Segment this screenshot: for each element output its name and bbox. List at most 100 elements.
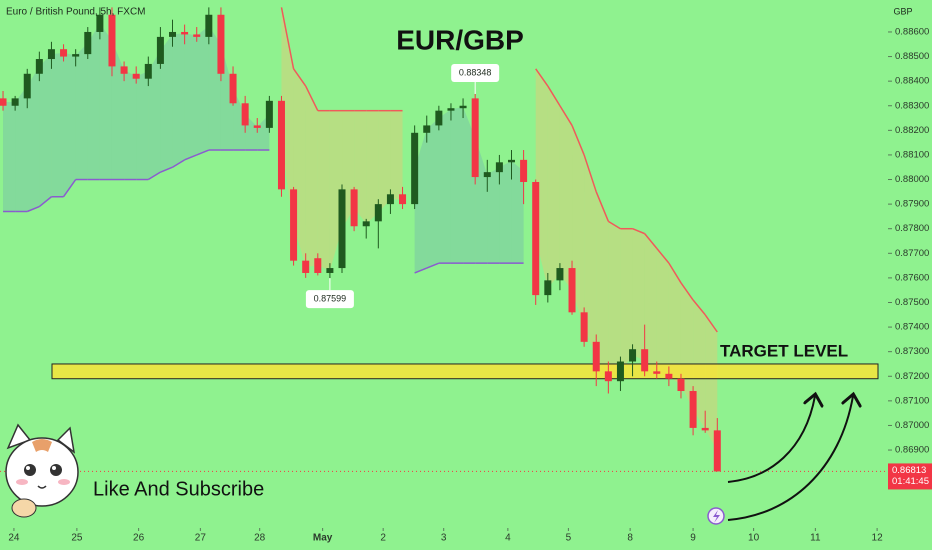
indicator-fill xyxy=(487,167,500,264)
indicator-fill xyxy=(39,54,52,207)
x-tick-label: 9 xyxy=(690,533,696,544)
indicator-fill xyxy=(75,43,88,180)
candle-body xyxy=(629,349,637,362)
y-tick-label: 0.88000 xyxy=(895,174,929,185)
indicator-fill xyxy=(656,248,669,377)
candle-body xyxy=(265,100,273,128)
candle-body xyxy=(483,172,491,178)
indicator-fill xyxy=(608,221,621,377)
indicator-fill xyxy=(87,23,100,180)
indicator-line xyxy=(571,125,585,156)
candle-body xyxy=(132,73,140,79)
candle-body xyxy=(616,361,624,382)
x-tick-label: 3 xyxy=(441,533,447,544)
indicator-line xyxy=(656,247,670,264)
y-tick-label: 0.87100 xyxy=(895,395,929,406)
chart-title: EUR/GBP xyxy=(396,24,524,55)
candle-body xyxy=(411,132,419,205)
high-label-box xyxy=(451,63,500,82)
x-tick-label: 27 xyxy=(195,533,207,544)
indicator-fill xyxy=(584,154,597,357)
indicator-line xyxy=(292,68,307,87)
y-tick-label: 0.87000 xyxy=(895,420,929,431)
indicator-fill xyxy=(378,110,391,213)
indicator-line xyxy=(595,191,610,222)
candle-body xyxy=(156,36,164,64)
indicator-fill xyxy=(596,191,609,377)
candle-body xyxy=(144,63,152,79)
high-label: 0.88348 xyxy=(459,67,492,77)
indicator-line xyxy=(426,262,440,269)
candle-body xyxy=(0,98,7,106)
y-tick-label: 0.87500 xyxy=(895,297,929,308)
x-tick-label: 28 xyxy=(254,533,266,544)
indicator-fill xyxy=(450,106,464,264)
candle-body xyxy=(120,66,128,74)
candle-body xyxy=(229,73,237,104)
candle-body xyxy=(677,378,685,392)
candle-body xyxy=(350,189,358,227)
candle-body xyxy=(423,125,431,133)
indicator-fill xyxy=(136,71,149,180)
y-tick-label: 0.88600 xyxy=(895,26,929,37)
candle-body xyxy=(241,103,249,126)
indicator-fill xyxy=(668,263,681,385)
x-tick-label: May xyxy=(313,533,333,544)
indicator-fill xyxy=(63,52,76,197)
candle-body xyxy=(23,73,31,99)
indicator-fill xyxy=(390,110,403,200)
y-tick-label: 0.87800 xyxy=(895,223,929,234)
candle-body xyxy=(556,268,564,281)
indicator-fill xyxy=(317,110,330,271)
indicator-line xyxy=(535,68,549,87)
candle-body xyxy=(459,105,467,109)
candle-body xyxy=(362,221,370,227)
alert-icon-bolt xyxy=(713,510,720,523)
x-tick-label: 11 xyxy=(810,533,821,544)
candle-body xyxy=(169,31,177,37)
indicator-fill xyxy=(160,34,173,173)
indicator-fill xyxy=(511,161,524,264)
indicator-line xyxy=(38,196,52,208)
candle-body xyxy=(277,100,285,190)
indicator-line xyxy=(704,314,718,333)
indicator-line xyxy=(305,85,319,111)
low-label: 0.87599 xyxy=(314,294,347,304)
chart-subtitle: Euro / British Pound, 5h, FXCM xyxy=(6,7,146,18)
indicator-fill xyxy=(499,161,512,264)
candle-body xyxy=(520,159,528,182)
target-zone xyxy=(51,363,879,380)
main-layer xyxy=(0,7,721,472)
candle-body xyxy=(568,268,576,313)
arrow xyxy=(727,396,853,521)
y-tick-label: 0.87400 xyxy=(895,322,929,333)
indicator-line xyxy=(607,220,621,230)
candle-body xyxy=(314,258,322,273)
indicator-fill xyxy=(620,228,633,372)
candle-body xyxy=(302,260,310,273)
y-tick-label: 0.87700 xyxy=(895,248,929,259)
indicator-fill xyxy=(547,86,560,288)
indicator-line xyxy=(280,7,295,70)
x-tick-label: 2 xyxy=(380,533,386,544)
zone-layer xyxy=(0,363,888,472)
candle-body xyxy=(326,268,334,273)
x-tick-label: 25 xyxy=(71,533,83,544)
y-tick-label: 0.88100 xyxy=(895,149,929,160)
x-tick-label: 8 xyxy=(627,533,633,544)
candle-body xyxy=(544,280,552,296)
indicator-fill xyxy=(644,233,657,373)
candle-body xyxy=(193,34,201,37)
candle-body xyxy=(604,371,612,382)
y-tick-label: 0.88500 xyxy=(895,51,929,62)
indicator-fill xyxy=(426,118,439,269)
indicator-fill xyxy=(196,25,209,155)
indicator-fill xyxy=(27,66,40,212)
indicator-line xyxy=(692,299,706,316)
candle-body xyxy=(290,189,298,261)
indicator-line xyxy=(172,159,186,168)
candle-body xyxy=(689,391,697,428)
candle-body xyxy=(181,31,189,35)
y-tick-label: 0.88300 xyxy=(895,100,929,111)
